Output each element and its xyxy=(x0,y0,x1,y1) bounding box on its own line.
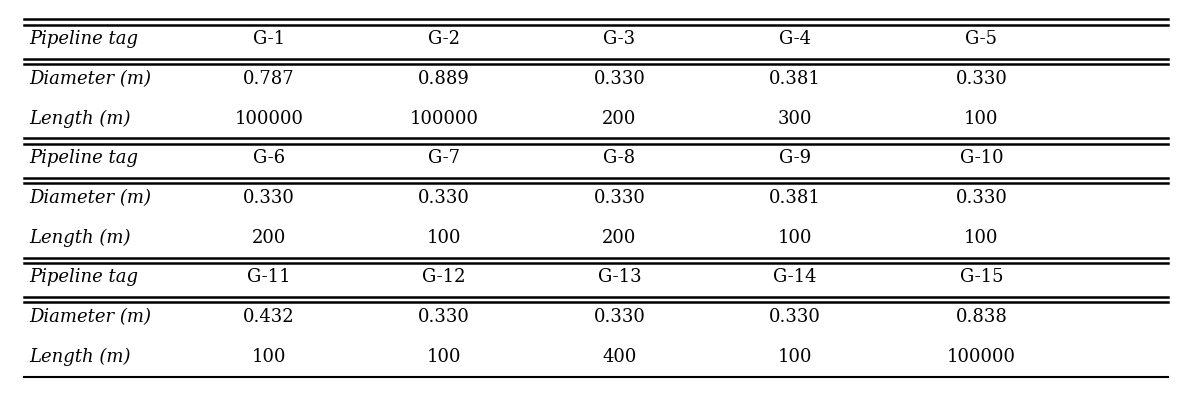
Text: G-13: G-13 xyxy=(597,268,641,286)
Text: Pipeline tag: Pipeline tag xyxy=(30,149,138,168)
Text: Diameter (m): Diameter (m) xyxy=(30,70,151,88)
Text: Length (m): Length (m) xyxy=(30,348,131,366)
Text: G-6: G-6 xyxy=(253,149,285,168)
Text: G-1: G-1 xyxy=(253,30,285,48)
Text: G-9: G-9 xyxy=(778,149,811,168)
Text: 100000: 100000 xyxy=(235,110,304,128)
Text: 0.787: 0.787 xyxy=(243,70,294,88)
Text: Diameter (m): Diameter (m) xyxy=(30,189,151,207)
Text: G-7: G-7 xyxy=(428,149,460,168)
Text: 200: 200 xyxy=(252,228,286,247)
Text: 0.330: 0.330 xyxy=(956,189,1007,207)
Text: 0.330: 0.330 xyxy=(594,189,645,207)
Text: G-11: G-11 xyxy=(247,268,291,286)
Text: G-2: G-2 xyxy=(428,30,460,48)
Text: 100: 100 xyxy=(964,228,999,247)
Text: Pipeline tag: Pipeline tag xyxy=(30,30,138,48)
Text: G-12: G-12 xyxy=(422,268,466,286)
Text: 100: 100 xyxy=(777,348,812,366)
Text: Diameter (m): Diameter (m) xyxy=(30,308,151,326)
Text: 0.889: 0.889 xyxy=(418,70,470,88)
Text: 200: 200 xyxy=(602,228,637,247)
Text: 0.330: 0.330 xyxy=(769,308,820,326)
Text: 100: 100 xyxy=(427,348,461,366)
Text: G-5: G-5 xyxy=(966,30,998,48)
Text: 100: 100 xyxy=(777,228,812,247)
Text: 0.381: 0.381 xyxy=(769,70,820,88)
Text: Length (m): Length (m) xyxy=(30,228,131,247)
Text: 0.330: 0.330 xyxy=(418,308,470,326)
Text: 0.432: 0.432 xyxy=(243,308,294,326)
Text: Pipeline tag: Pipeline tag xyxy=(30,268,138,286)
Text: 200: 200 xyxy=(602,110,637,128)
Text: 0.330: 0.330 xyxy=(418,189,470,207)
Text: 0.330: 0.330 xyxy=(594,308,645,326)
Text: G-4: G-4 xyxy=(778,30,811,48)
Text: 0.838: 0.838 xyxy=(956,308,1007,326)
Text: 100: 100 xyxy=(252,348,286,366)
Text: 0.381: 0.381 xyxy=(769,189,820,207)
Text: 400: 400 xyxy=(602,348,637,366)
Text: 300: 300 xyxy=(777,110,812,128)
Text: G-8: G-8 xyxy=(603,149,635,168)
Text: 100000: 100000 xyxy=(410,110,479,128)
Text: G-3: G-3 xyxy=(603,30,635,48)
Text: 0.330: 0.330 xyxy=(243,189,294,207)
Text: 100: 100 xyxy=(427,228,461,247)
Text: 0.330: 0.330 xyxy=(594,70,645,88)
Text: 100000: 100000 xyxy=(946,348,1016,366)
Text: G-10: G-10 xyxy=(960,149,1004,168)
Text: G-14: G-14 xyxy=(772,268,817,286)
Text: G-15: G-15 xyxy=(960,268,1004,286)
Text: 100: 100 xyxy=(964,110,999,128)
Text: Length (m): Length (m) xyxy=(30,110,131,128)
Text: 0.330: 0.330 xyxy=(956,70,1007,88)
